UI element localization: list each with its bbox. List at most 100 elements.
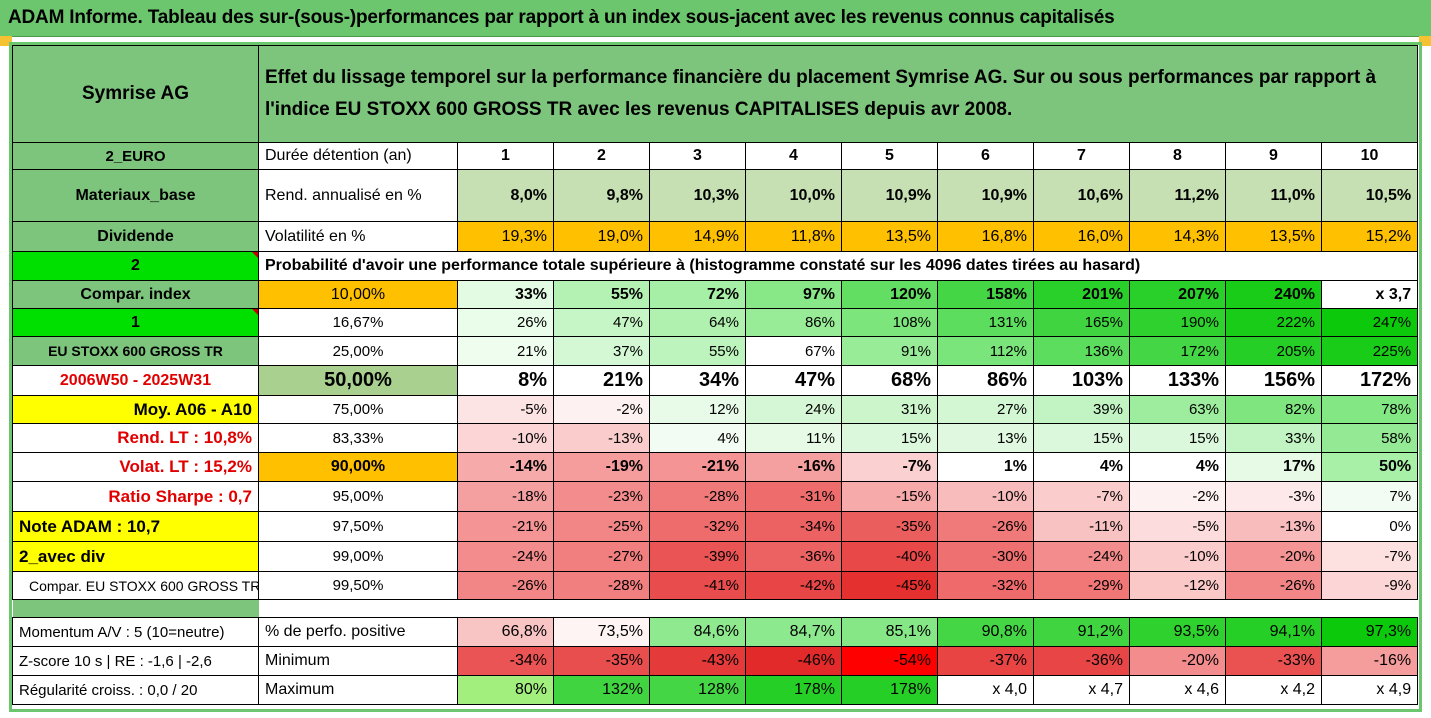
max-cell: 80% xyxy=(457,675,554,705)
proba-row: 2 Probabilité d'avoir une performance to… xyxy=(12,251,1419,281)
prob-row: EU STOXX 600 GROSS TR 25,00% 21% 37% 55%… xyxy=(12,336,1419,366)
rend-cell: 10,9% xyxy=(841,169,938,222)
max-cell: x 4,2 xyxy=(1225,675,1322,705)
rend-cell: 10,9% xyxy=(937,169,1034,222)
prob-cell: -7% xyxy=(1320,541,1419,572)
prob-cell: 131% xyxy=(937,308,1034,337)
prob-cell: -21% xyxy=(457,511,554,542)
prob-cell: -26% xyxy=(457,571,554,600)
year-cell: 10 xyxy=(1320,142,1419,170)
prob-cell: 15% xyxy=(1033,423,1130,453)
prob-cell: 207% xyxy=(1129,280,1226,309)
prob-cell: -13% xyxy=(1225,511,1322,542)
spacer-row xyxy=(12,599,1418,618)
header-row: Symrise AG Effet du lissage temporel sur… xyxy=(12,45,1419,143)
prob-cell: -39% xyxy=(649,541,746,572)
prob-cell: -28% xyxy=(649,481,746,512)
prob-cell: 165% xyxy=(1033,308,1130,337)
prob-cell: 72% xyxy=(649,280,746,309)
prob-cell: 15% xyxy=(1129,423,1226,453)
prob-cell: 68% xyxy=(841,365,938,396)
prob-cell: -5% xyxy=(1129,511,1226,542)
prob-cell: 201% xyxy=(1033,280,1130,309)
prob-cell: 225% xyxy=(1320,336,1419,366)
prob-cell: 37% xyxy=(553,336,650,366)
prob-cell: -45% xyxy=(841,571,938,600)
prob-cell: 15% xyxy=(841,423,938,453)
prob-cell: -26% xyxy=(937,511,1034,542)
prob-pct: 99,00% xyxy=(258,541,458,572)
prob-cell: -5% xyxy=(457,395,554,424)
min-cell: -34% xyxy=(457,646,554,676)
prob-cell: 11% xyxy=(745,423,842,453)
prob-cell: 55% xyxy=(649,336,746,366)
spacer xyxy=(259,600,1418,618)
rend-cell: 11,2% xyxy=(1129,169,1226,222)
prob-cell: 0% xyxy=(1320,511,1419,542)
min-row: Z-score 10 s | RE : -1,6 | -2,6 Minimum … xyxy=(12,646,1419,676)
prob-cell: -31% xyxy=(745,481,842,512)
selector-one[interactable]: 1 xyxy=(12,308,259,337)
prob-cell: 33% xyxy=(457,280,554,309)
selector-two[interactable]: 2 xyxy=(12,251,259,281)
year-cell: 5 xyxy=(841,142,938,170)
rend-cell: 10,6% xyxy=(1033,169,1130,222)
prob-cell: 39% xyxy=(1033,395,1130,424)
prob-cell: 205% xyxy=(1225,336,1322,366)
prob-cell: -7% xyxy=(1033,481,1130,512)
prob-cell: 4% xyxy=(649,423,746,453)
prob-pct: 99,50% xyxy=(258,571,458,600)
table-description: Effet du lissage temporel sur la perform… xyxy=(257,45,1419,143)
year-cell: 9 xyxy=(1225,142,1322,170)
max-cell: x 4,0 xyxy=(937,675,1034,705)
rend-cell: 10,0% xyxy=(745,169,842,222)
pos-cell: 91,2% xyxy=(1033,617,1130,647)
min-cell: -20% xyxy=(1129,646,1226,676)
prob-cell: -16% xyxy=(745,452,842,482)
year-cell: 4 xyxy=(745,142,842,170)
prob-cell: -35% xyxy=(841,511,938,542)
prob-cell: 103% xyxy=(1033,365,1130,396)
prob-cell: 4% xyxy=(1129,452,1226,482)
prob-cell: 63% xyxy=(1129,395,1226,424)
prob-cell: 24% xyxy=(745,395,842,424)
min-cell: -33% xyxy=(1225,646,1322,676)
prob-pct: 97,50% xyxy=(258,511,458,542)
pos-cell: 94,1% xyxy=(1225,617,1322,647)
prob-cell: 47% xyxy=(553,308,650,337)
company-name: Symrise AG xyxy=(12,45,259,143)
prob-row: Compar. index 10,00% 33% 55% 72% 97% 120… xyxy=(12,280,1419,309)
prob-cell: 190% xyxy=(1129,308,1226,337)
prob-row: Volat. LT : 15,2% 90,00% -14% -19% -21% … xyxy=(12,452,1419,482)
prob-cell: -28% xyxy=(553,571,650,600)
prob-cell: -34% xyxy=(745,511,842,542)
max-cell: 178% xyxy=(841,675,938,705)
compar-index-label: Compar. index xyxy=(12,280,259,309)
row-label-rend: Rend. annualisé en % xyxy=(258,169,458,222)
year-cell: 8 xyxy=(1129,142,1226,170)
prob-cell: -40% xyxy=(841,541,938,572)
dividende-label: Dividende xyxy=(12,221,259,252)
prob-cell: -23% xyxy=(553,481,650,512)
prob-cell: -10% xyxy=(937,481,1034,512)
prob-row: Moy. A06 - A10 75,00% -5% -2% 12% 24% 31… xyxy=(12,395,1419,424)
year-cell: 2 xyxy=(553,142,650,170)
note-adam-label: Note ADAM : 10,7 xyxy=(12,511,259,542)
pos-cell: 84,7% xyxy=(745,617,842,647)
vol-cell: 13,5% xyxy=(1225,221,1322,252)
prob-cell: -41% xyxy=(649,571,746,600)
min-cell: -36% xyxy=(1033,646,1130,676)
prob-cell: 26% xyxy=(457,308,554,337)
max-cell: 178% xyxy=(745,675,842,705)
report-title-bar: ADAM Informe. Tableau des sur-(sous-)per… xyxy=(0,0,1431,37)
vol-cell: 16,8% xyxy=(937,221,1034,252)
pos-cell: 90,8% xyxy=(937,617,1034,647)
vol-cell: 11,8% xyxy=(745,221,842,252)
pos-cell: 97,3% xyxy=(1320,617,1419,647)
prob-row-median: 2006W50 - 2025W31 50,00% 8% 21% 34% 47% … xyxy=(12,365,1419,396)
spacer-green xyxy=(12,599,259,618)
vol-row: Dividende Volatilité en % 19,3% 19,0% 14… xyxy=(12,221,1419,252)
prob-cell: -30% xyxy=(937,541,1034,572)
prob-cell: 13% xyxy=(937,423,1034,453)
prob-cell: 47% xyxy=(745,365,842,396)
